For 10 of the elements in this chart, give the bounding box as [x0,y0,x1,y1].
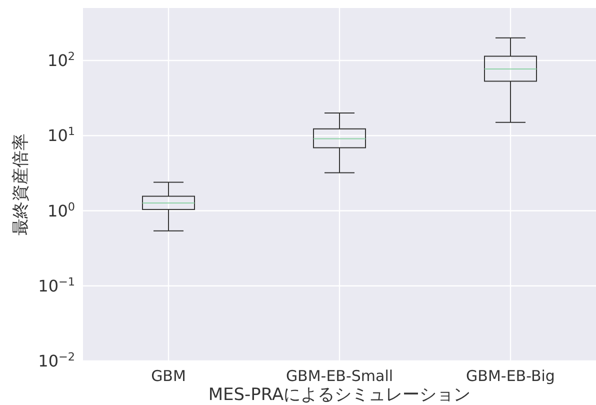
y-tick-label: 10$^{0}$ [48,200,75,220]
y-tick-label: 10$^{2}$ [48,50,75,70]
y-tick-label: 10$^{1}$ [48,124,75,146]
y-tick-label: 10$^{−1}$ [38,274,75,296]
y-axis-title: 最終資産倍率 [11,134,31,236]
x-tick-label: GBM-EB-Big [466,367,555,385]
x-axis-title: MES-PRAによるシミュレーション [208,385,471,405]
y-tick-label: 10$^{−2}$ [38,350,75,371]
x-tick-label: GBM-EB-Small [286,367,394,385]
x-tick-label: GBM [151,367,186,385]
